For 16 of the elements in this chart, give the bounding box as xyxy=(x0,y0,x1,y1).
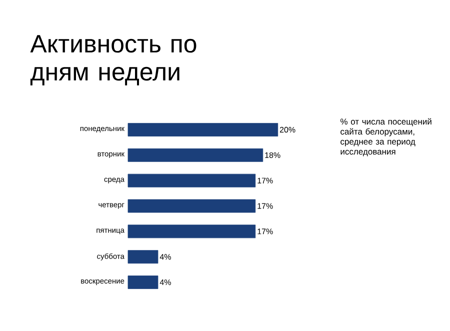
bar xyxy=(128,276,158,289)
data-label: 18% xyxy=(265,152,280,158)
data-label: 4% xyxy=(160,254,171,260)
data-label: 4% xyxy=(160,279,171,286)
data-label: 20% xyxy=(280,126,296,133)
bar xyxy=(128,123,278,136)
data-label: 17% xyxy=(258,203,273,209)
bar xyxy=(128,250,158,264)
data-label: 17% xyxy=(258,178,273,184)
bar xyxy=(128,224,256,238)
chart-title: Активность по дням недели xyxy=(30,35,196,86)
bar xyxy=(128,174,256,188)
text: % от числа посещений сайта белорусами, среднее за период исследования xyxy=(340,118,432,156)
bar xyxy=(128,148,264,162)
data-label: 17% xyxy=(258,228,273,234)
bar xyxy=(128,199,256,213)
